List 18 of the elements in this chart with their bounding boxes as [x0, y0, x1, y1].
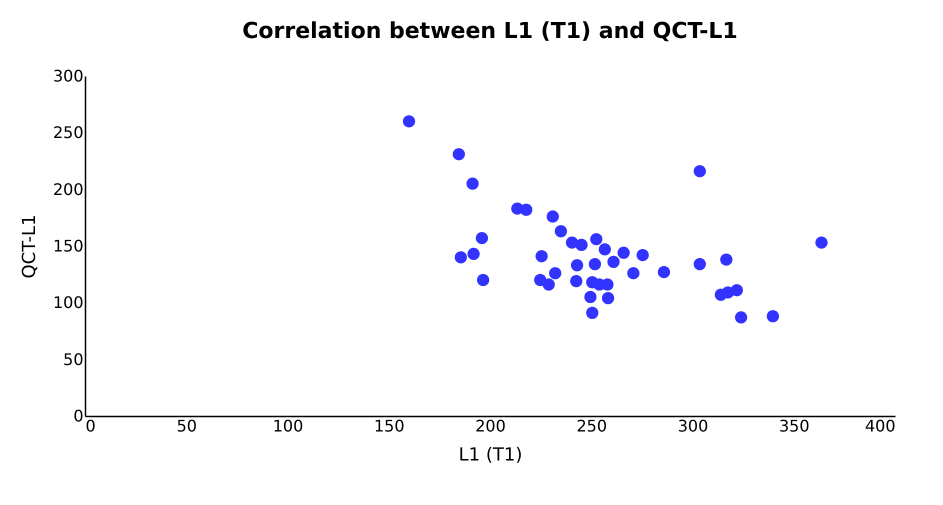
x-tick-label: 350: [778, 416, 810, 436]
chart-title: Correlation between L1 (T1) and QCT-L1: [242, 19, 738, 44]
x-tick-label: 100: [272, 416, 304, 436]
x-tick-label: 400: [864, 416, 896, 436]
y-tick-label: 100: [52, 293, 84, 312]
x-axis-title: L1 (T1): [458, 444, 522, 466]
x-tick-label: 200: [475, 416, 506, 436]
y-axis-title: QCT-L1: [18, 214, 40, 279]
x-tick-label: 150: [374, 416, 405, 436]
x-tick-label: 50: [176, 416, 197, 436]
y-tick-label: 300: [52, 66, 84, 86]
y-tick-label: 150: [52, 236, 84, 256]
y-tick-label: 200: [52, 180, 84, 199]
y-tick-label: 250: [52, 123, 84, 142]
x-tick-label: 300: [678, 416, 708, 436]
x-tick-label: 250: [576, 416, 608, 436]
y-tick-label: 50: [63, 350, 84, 369]
x-tick-label: 0: [86, 416, 96, 436]
